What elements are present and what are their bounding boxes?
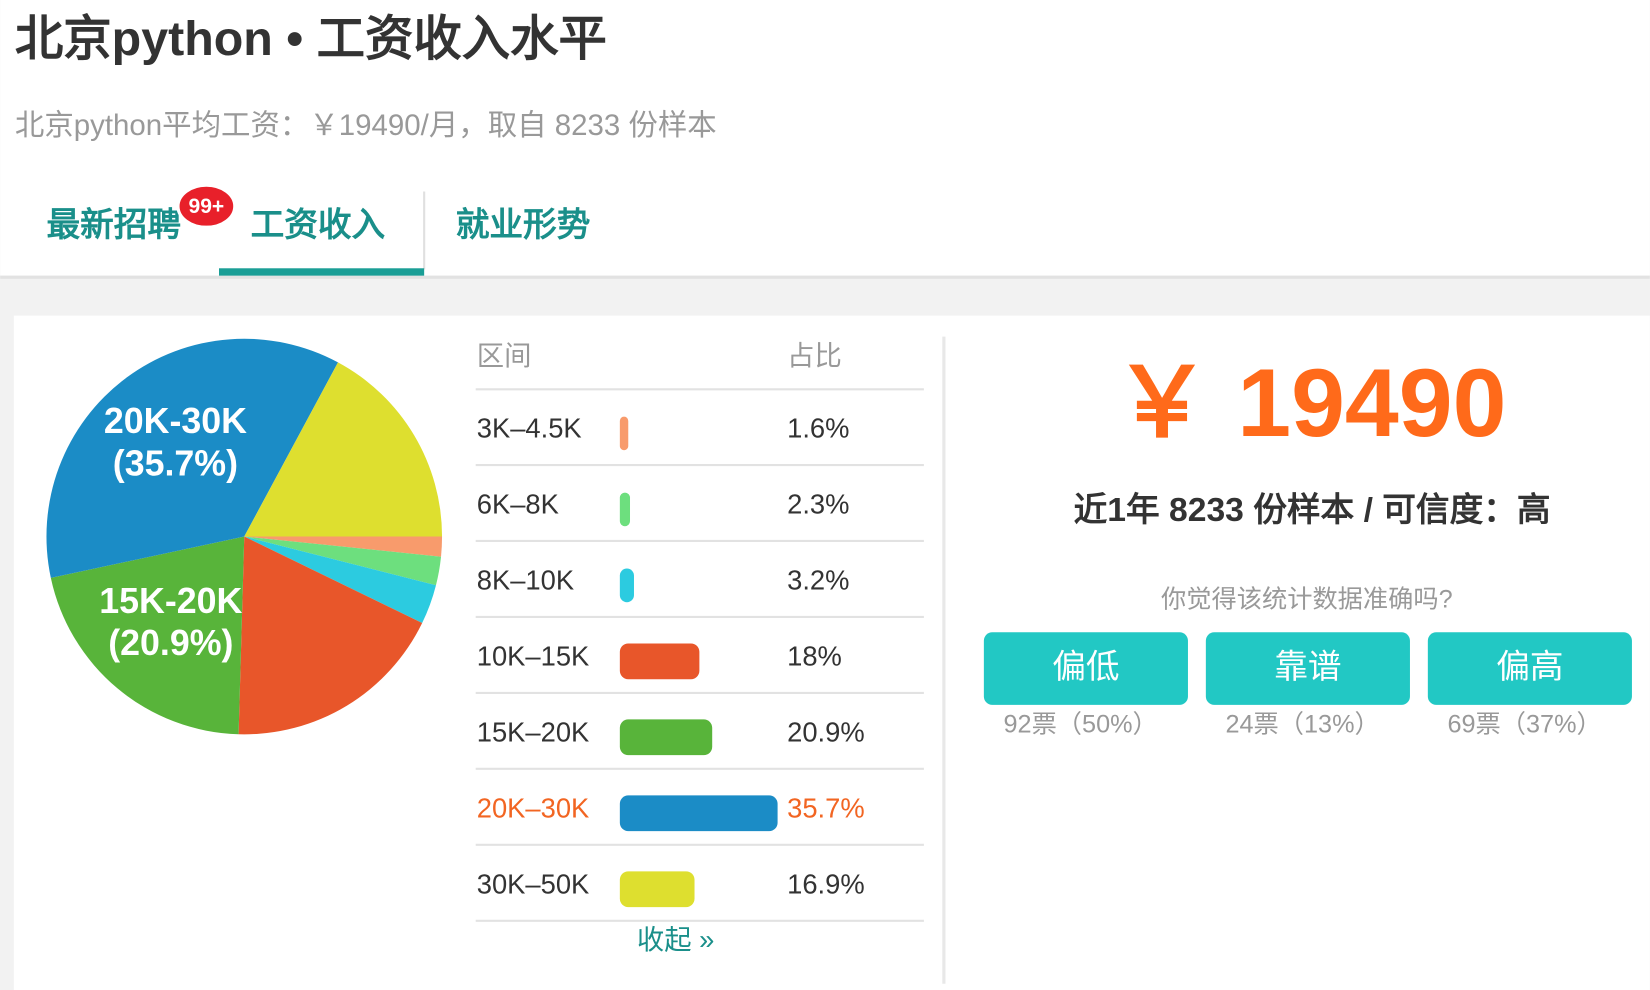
average-salary: ￥ 19490 [1114,348,1507,457]
column-header: 区间 [477,340,532,371]
vote-button-label[interactable]: 偏低 [1052,648,1119,686]
vote-button-label[interactable]: 靠谱 [1274,648,1341,686]
range-label: 15K–20K [477,716,590,747]
column-header: 占比 [787,340,842,371]
pie-slice [46,338,339,578]
percent-label: 16.9% [787,868,865,899]
sample-note: 近1年 8233 份样本 / 可信度：高 [1074,491,1551,529]
vote-button[interactable] [1427,632,1632,705]
pie-label: (35.7%) [113,443,238,483]
pie-slice [244,536,436,624]
range-label: 20K–30K [477,792,590,823]
bar [619,719,713,756]
vote-button-label[interactable]: 偏高 [1496,648,1563,686]
badge-text: 99+ [189,195,225,218]
range-label: 8K–10K [477,564,574,595]
toggle-link[interactable]: 收起 » [637,924,715,955]
tab[interactable]: 就业形势 [456,206,591,244]
pie-label: (20.9%) [108,623,233,663]
vote-count: 24票（13%） [1226,711,1380,739]
percent-label: 1.6% [787,413,849,444]
range-label: 30K–50K [477,868,590,899]
percent-label: 2.3% [787,488,849,519]
pie-label: 15K-20K [99,581,242,621]
pie-slice [244,536,443,557]
vote-count: 92票（50%） [1004,711,1158,739]
question: 你觉得该统计数据准确吗? [1161,585,1453,613]
vote-button[interactable] [983,632,1188,705]
bar [619,871,695,908]
bar [619,416,629,451]
range-label: 10K–15K [477,640,590,671]
pie-slice [238,536,423,735]
percent-label: 3.2% [787,564,849,595]
vote-count: 69票（37%） [1447,711,1601,739]
pie-slice [50,536,245,735]
percent-label: 35.7% [787,792,865,823]
page-subtitle: 北京python平均工资：￥19490/月，取自 8233 份样本 [15,109,717,142]
percent-label: 18% [787,640,842,671]
tab[interactable]: 工资收入 [251,206,386,244]
range-label: 6K–8K [477,488,559,519]
tab[interactable]: 最新招聘 [46,206,181,244]
bar [619,643,700,680]
header-shadow [0,275,1650,279]
bar [619,492,631,527]
badge [176,183,237,229]
vote-button[interactable] [1205,632,1410,705]
range-label: 3K–4.5K [477,413,582,444]
pie-slice [244,536,442,586]
page-title: 北京python • 工资收入水平 [15,12,607,66]
percent-label: 20.9% [787,716,865,747]
header-bg [0,0,1650,276]
bar [619,568,634,603]
bar [619,795,778,832]
tab-underline [219,268,425,276]
pie-slice [244,362,443,537]
pie-label: 20K-30K [104,401,247,441]
